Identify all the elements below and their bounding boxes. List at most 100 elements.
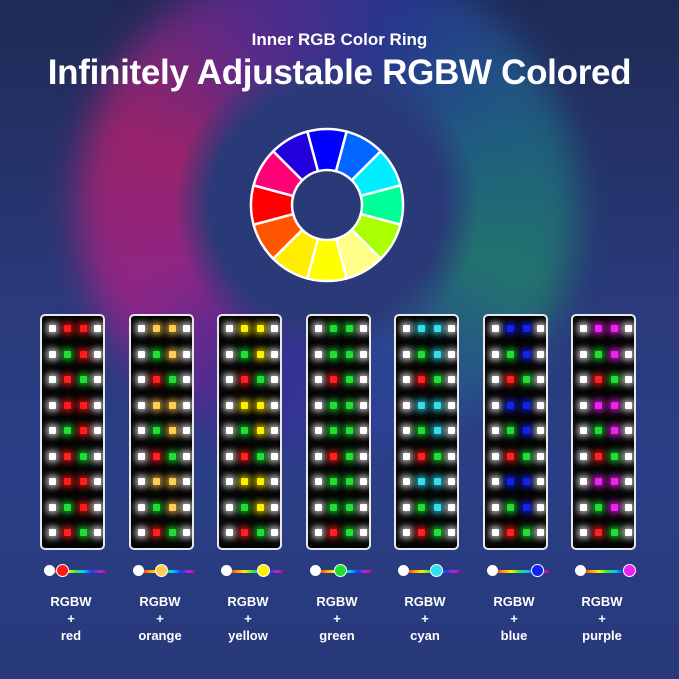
- led: [418, 478, 425, 485]
- color-knob[interactable]: [430, 564, 443, 577]
- color-slider[interactable]: [398, 564, 464, 578]
- color-slider[interactable]: [487, 564, 553, 578]
- led: [434, 427, 441, 434]
- white-knob[interactable]: [310, 565, 321, 576]
- led: [226, 503, 233, 511]
- led: [360, 503, 367, 511]
- white-knob[interactable]: [398, 565, 409, 576]
- variant-label-line3: purple: [582, 628, 622, 643]
- color-slider[interactable]: [575, 564, 641, 578]
- led: [595, 325, 602, 332]
- led: [625, 427, 632, 434]
- led: [611, 503, 618, 511]
- led: [346, 350, 353, 358]
- led: [169, 427, 176, 434]
- led: [330, 503, 337, 511]
- variant-label-line2: +: [510, 611, 518, 626]
- led: [580, 452, 587, 460]
- led: [226, 452, 233, 460]
- led: [611, 529, 618, 536]
- led: [492, 529, 499, 536]
- color-knob[interactable]: [334, 564, 347, 577]
- white-knob[interactable]: [44, 565, 55, 576]
- led: [138, 452, 145, 460]
- variant-label: RGBW + red: [26, 593, 116, 644]
- variant-label-line3: yellow: [228, 628, 268, 643]
- color-slider[interactable]: [310, 564, 376, 578]
- led: [418, 325, 425, 332]
- led: [315, 529, 322, 536]
- led: [138, 350, 145, 358]
- led: [625, 325, 632, 332]
- led: [360, 350, 367, 358]
- color-knob[interactable]: [531, 564, 544, 577]
- led: [625, 478, 632, 485]
- color-wheel-segment: [271, 130, 320, 183]
- led: [169, 401, 176, 409]
- color-knob[interactable]: [623, 564, 636, 577]
- variant-label-line3: green: [319, 628, 355, 643]
- led: [403, 452, 410, 460]
- led: [80, 529, 87, 536]
- white-knob[interactable]: [487, 565, 498, 576]
- color-slider[interactable]: [133, 564, 199, 578]
- white-knob[interactable]: [575, 565, 586, 576]
- led: [418, 452, 425, 460]
- led: [271, 529, 278, 536]
- led: [595, 401, 602, 409]
- led: [537, 452, 544, 460]
- led: [183, 529, 190, 536]
- variant-label-line1: RGBW: [227, 594, 269, 609]
- variant-label-line1: RGBW: [139, 594, 181, 609]
- led: [611, 452, 618, 460]
- led: [257, 452, 264, 460]
- led: [507, 478, 514, 485]
- color-knob[interactable]: [56, 564, 69, 577]
- led-strip: [306, 314, 371, 550]
- led: [537, 376, 544, 383]
- led: [241, 452, 248, 460]
- led: [492, 376, 499, 383]
- led: [580, 350, 587, 358]
- led: [169, 452, 176, 460]
- led: [418, 503, 425, 511]
- variant-label-line1: RGBW: [50, 594, 92, 609]
- color-knob[interactable]: [257, 564, 270, 577]
- led: [403, 350, 410, 358]
- led: [226, 529, 233, 536]
- led: [64, 427, 71, 434]
- color-slider[interactable]: [221, 564, 287, 578]
- color-knob[interactable]: [155, 564, 168, 577]
- led: [360, 401, 367, 409]
- variant-label: RGBW + blue: [469, 593, 559, 644]
- led: [153, 376, 160, 383]
- led: [153, 452, 160, 460]
- led: [64, 350, 71, 358]
- led: [448, 529, 455, 536]
- variant-label: RGBW + yellow: [203, 593, 293, 644]
- led: [507, 376, 514, 383]
- led: [537, 325, 544, 332]
- variant-label-line3: red: [60, 628, 82, 643]
- led: [346, 376, 353, 383]
- white-knob[interactable]: [221, 565, 232, 576]
- led: [492, 503, 499, 511]
- led-strip: [129, 314, 194, 550]
- color-slider[interactable]: [44, 564, 110, 578]
- led: [595, 452, 602, 460]
- white-knob[interactable]: [133, 565, 144, 576]
- led: [138, 427, 145, 434]
- led: [523, 503, 530, 511]
- led: [257, 529, 264, 536]
- led: [523, 452, 530, 460]
- led: [94, 427, 101, 434]
- led: [183, 503, 190, 511]
- led: [138, 401, 145, 409]
- variant-label-line3: cyan: [410, 628, 440, 643]
- led: [346, 478, 353, 485]
- led: [49, 350, 56, 358]
- led: [330, 376, 337, 383]
- led-strip: [571, 314, 636, 550]
- led: [330, 478, 337, 485]
- led: [169, 503, 176, 511]
